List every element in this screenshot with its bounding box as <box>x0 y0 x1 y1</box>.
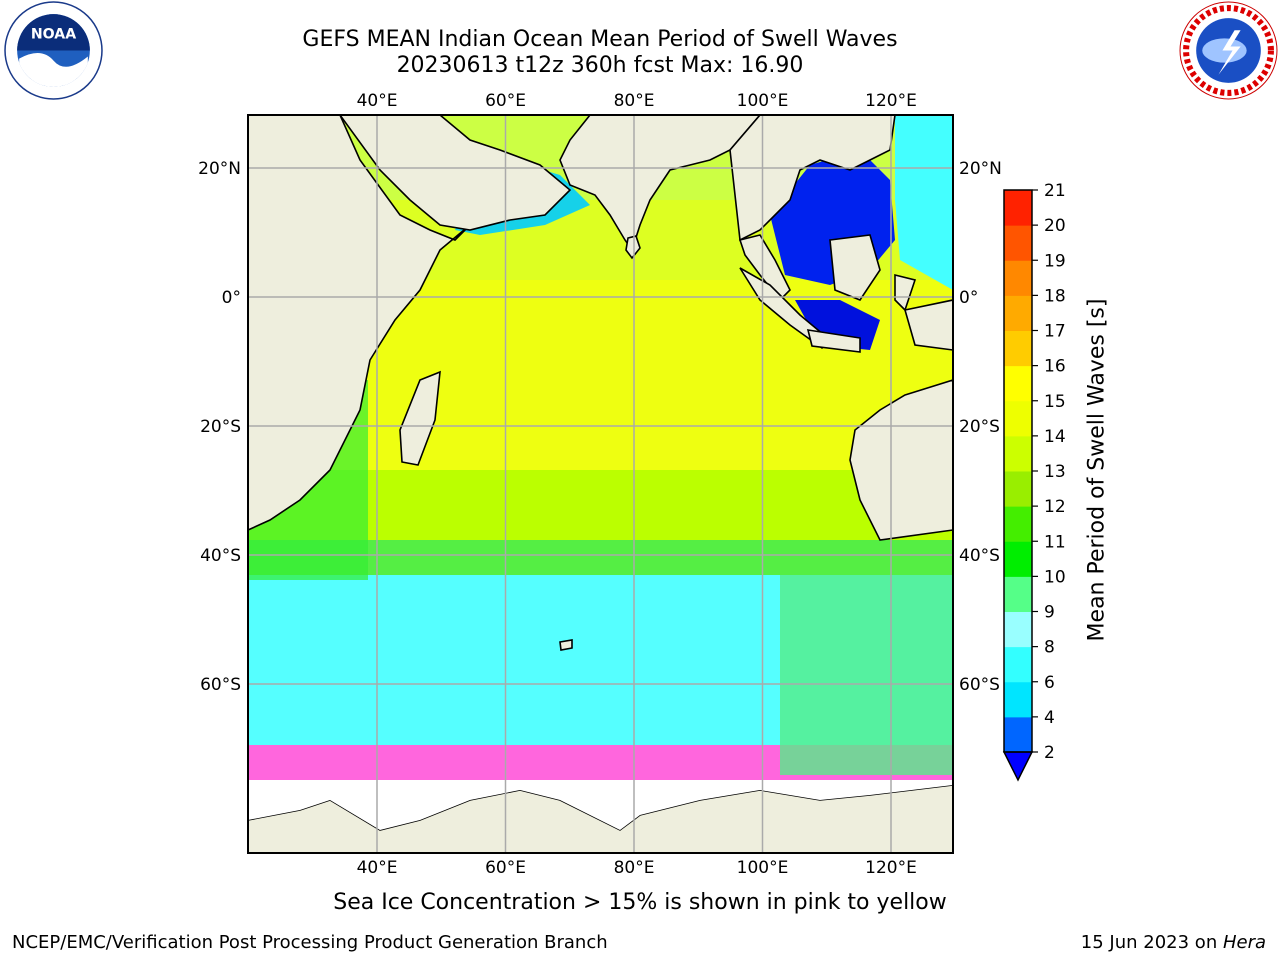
lon-tick-bottom: 80°E <box>614 858 655 878</box>
colorbar-extend-arrow <box>1002 751 1034 782</box>
lat-tick-left: 40°S <box>200 546 241 566</box>
sea-ice-note: Sea Ice Concentration > 15% is shown in … <box>333 890 947 915</box>
land-papua <box>903 299 953 351</box>
colorbar-tick-label: 6 <box>1044 673 1055 693</box>
colorbar-tick-label: 16 <box>1044 357 1066 377</box>
colorbar-tick-label: 14 <box>1044 427 1066 447</box>
colorbar-segment <box>1004 295 1032 331</box>
lat-tick-left: 20°S <box>200 417 241 437</box>
lat-tick-right: 20°S <box>959 417 1000 437</box>
colorbar-segment <box>1004 541 1032 577</box>
colorbar-segment <box>1004 611 1032 648</box>
colorbar-tick-label: 21 <box>1044 181 1066 201</box>
colorbar: 2 4 6 8 9 10 11 12 13 14 15 16 17 18 19 20 21 <box>1002 181 1066 782</box>
colorbar-tick-label: 8 <box>1044 638 1055 658</box>
lon-tick-bottom: 40°E <box>357 858 398 878</box>
lat-tick-left: 0° <box>222 288 241 308</box>
colorbar-label: Mean Period of Swell Waves [s] <box>1084 298 1110 642</box>
colorbar-segment <box>1004 576 1032 612</box>
colorbar-segment <box>1004 716 1032 753</box>
noaa-logo-text: NOAA <box>31 26 76 42</box>
colorbar-tick-label: 11 <box>1044 532 1066 552</box>
lat-tick-left: 60°S <box>200 675 241 695</box>
colorbar-tick-label: 13 <box>1044 462 1066 482</box>
sea-ice <box>248 780 953 830</box>
colorbar-tick-label: 20 <box>1044 216 1066 236</box>
colorbar-segment <box>1004 646 1032 683</box>
colorbar-segment <box>1004 365 1032 402</box>
colorbar-segment <box>1004 435 1032 472</box>
colorbar-segment <box>1004 400 1032 437</box>
lon-tick-bottom: 60°E <box>485 858 526 878</box>
lon-tick-bottom: 120°E <box>865 858 917 878</box>
lon-tick-top: 100°E <box>737 91 789 111</box>
nws-logo <box>1179 1 1278 100</box>
colorbar-tick-label: 19 <box>1044 251 1066 271</box>
lon-tick-top: 60°E <box>485 91 526 111</box>
lon-tick-top: 120°E <box>865 91 917 111</box>
lon-tick-top: 80°E <box>614 91 655 111</box>
lat-tick-right: 40°S <box>959 546 1000 566</box>
land-arabia <box>339 115 572 231</box>
colorbar-tick-label: 4 <box>1044 708 1055 728</box>
longitude-ticks: 40°E 40°E 60°E 60°E 80°E 80°E 100°E 100°E 120°E 1… <box>357 91 917 878</box>
land-australia <box>849 379 953 541</box>
lat-tick-right: 20°N <box>959 159 1002 179</box>
map-frame <box>247 114 954 854</box>
colorbar-tick-label: 17 <box>1044 322 1066 342</box>
chart-subtitle: 20230613 t12z 360h fcst Max: 16.90 <box>396 53 804 78</box>
colorbar-segment <box>1004 681 1032 718</box>
footer-date: 15 Jun 2023 on Hera <box>1081 932 1266 953</box>
colorbar-segment <box>1004 506 1032 542</box>
lon-tick-top: 40°E <box>357 91 398 111</box>
colorbar-tick-label: 18 <box>1044 286 1066 306</box>
colorbar-tick-label: 9 <box>1044 603 1055 623</box>
footer-branch: NCEP/EMC/Verification Post Processing Pr… <box>12 932 608 953</box>
lat-tick-left: 20°N <box>198 159 241 179</box>
land-kerguelen <box>559 639 573 651</box>
land-java <box>806 329 861 353</box>
colorbar-tick-label: 10 <box>1044 567 1066 587</box>
colorbar-segment <box>1004 330 1032 367</box>
colorbar-segment <box>1004 260 1032 296</box>
footer-host: Hera <box>1222 932 1266 953</box>
colorbar-segment <box>1004 471 1032 507</box>
noaa-logo: NOAA <box>4 1 103 100</box>
colorbar-segment <box>1004 190 1032 226</box>
colorbar-tick-label: 15 <box>1044 392 1066 412</box>
lat-tick-right: 60°S <box>959 675 1000 695</box>
colorbar-segment <box>1004 225 1032 261</box>
gridlines <box>248 115 953 853</box>
footer-date-text: 15 Jun 2023 on <box>1080 932 1223 953</box>
land-madagascar <box>399 370 441 466</box>
land-borneo <box>829 234 881 301</box>
lat-tick-right: 0° <box>959 288 978 308</box>
land-india <box>559 115 762 252</box>
colorbar-tick-label: 2 <box>1044 743 1055 763</box>
map-area <box>247 114 954 854</box>
lon-tick-bottom: 100°E <box>737 858 789 878</box>
colorbar-tick-label: 12 <box>1044 497 1066 517</box>
field-pacific-cyan <box>895 115 953 290</box>
field-se-green <box>780 575 953 775</box>
latitude-ticks: 20°N 20°N 0° 0° 20°S 20°S 40°S 40°S 60°S 60°S <box>198 159 1002 695</box>
chart-title: GEFS MEAN Indian Ocean Mean Period of Sw… <box>302 27 898 52</box>
